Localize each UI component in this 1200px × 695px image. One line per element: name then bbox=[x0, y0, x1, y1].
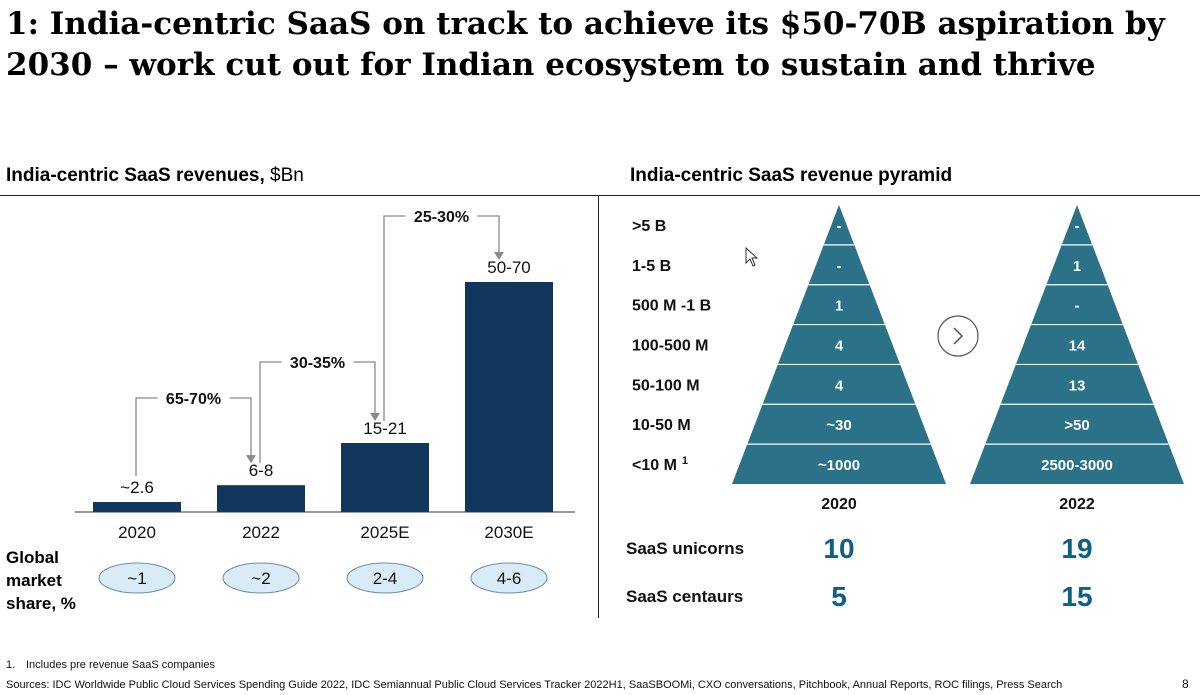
market-share-value: 2-4 bbox=[373, 569, 398, 588]
pyramid-value: - bbox=[837, 258, 842, 275]
global-market-share-label: Global market share, % bbox=[6, 548, 76, 613]
growth-rate-label: 25-30% bbox=[414, 209, 469, 226]
pyramid-value: 4 bbox=[835, 338, 844, 355]
market-share-oval bbox=[346, 562, 424, 594]
pyramid-value: >50 bbox=[1064, 417, 1089, 434]
pyramid-value: 1 bbox=[1073, 258, 1081, 275]
metric-value: 10 bbox=[823, 533, 854, 564]
x-tick-label: 2022 bbox=[242, 523, 280, 542]
growth-arrowhead bbox=[370, 413, 380, 421]
x-tick-label: 2020 bbox=[118, 523, 156, 542]
pyramid-year-label: 2022 bbox=[1059, 496, 1095, 513]
chevron-circle bbox=[937, 315, 979, 357]
growth-arrowhead bbox=[246, 455, 256, 464]
market-share-value: 4-6 bbox=[497, 569, 522, 588]
panel-divider bbox=[598, 196, 599, 618]
pyramid-value: - bbox=[837, 218, 842, 235]
bar-2030E bbox=[465, 282, 553, 512]
metric-value: 15 bbox=[1061, 581, 1092, 612]
tier-label: 10-50 M bbox=[632, 417, 691, 434]
tier-label: 500 M -1 B bbox=[632, 298, 711, 315]
sources-note: Sources: IDC Worldwide Public Cloud Serv… bbox=[6, 679, 1063, 691]
bar-value-label: 15-21 bbox=[363, 419, 406, 438]
bar-value-label: 50-70 bbox=[487, 258, 530, 277]
right-chart-heading: India-centric SaaS revenue pyramid bbox=[630, 165, 953, 186]
pyramid-value: ~1000 bbox=[818, 457, 860, 474]
pyramid-2022 bbox=[970, 205, 1184, 484]
metric-value: 19 bbox=[1061, 533, 1092, 564]
metric-label: SaaS centaurs bbox=[626, 587, 743, 606]
growth-connector bbox=[383, 215, 500, 421]
header-divider bbox=[0, 195, 1200, 196]
left-chart-heading-unit: $Bn bbox=[270, 165, 304, 186]
x-tick-label: 2025E bbox=[360, 523, 409, 542]
metric-value: 5 bbox=[831, 581, 847, 612]
footnote-number: 1. bbox=[6, 659, 16, 671]
growth-connector bbox=[259, 361, 376, 464]
pyramid-value: 13 bbox=[1069, 377, 1086, 394]
bar-2020 bbox=[93, 502, 181, 512]
tier-label: >5 B bbox=[632, 218, 666, 235]
x-tick-label: 2030E bbox=[484, 523, 533, 542]
growth-rate-label: 65-70% bbox=[166, 391, 221, 408]
market-share-oval bbox=[222, 562, 300, 594]
chevron-stroke bbox=[953, 327, 964, 345]
pyramid-value: - bbox=[1075, 218, 1080, 235]
bar-2025E bbox=[341, 443, 429, 512]
tier-label: 50-100 M bbox=[632, 377, 700, 394]
metric-label: SaaS unicorns bbox=[626, 539, 744, 558]
market-share-oval bbox=[470, 562, 548, 594]
market-share-value: ~1 bbox=[127, 569, 146, 588]
pyramid-2020 bbox=[732, 205, 946, 484]
pyramid-value: 4 bbox=[835, 377, 844, 394]
pyramid-value: - bbox=[1075, 298, 1080, 315]
pyramid-value: 1 bbox=[835, 298, 843, 315]
pyramid-value: 14 bbox=[1069, 338, 1086, 355]
revenue-bar-chart: ~2.6 2020 ~1 6-8 2022 ~2 15-21 2025E 2-4 50-70 203… bbox=[75, 209, 575, 594]
chevron-right-icon bbox=[937, 315, 979, 357]
mouse-pointer-icon bbox=[745, 246, 759, 267]
footnote: 1. Includes pre revenue SaaS companies bbox=[6, 659, 215, 671]
page-number: 8 bbox=[1182, 677, 1189, 691]
growth-arrowhead bbox=[494, 252, 504, 260]
left-chart-heading-text: India-centric SaaS revenues, bbox=[6, 165, 265, 186]
pyramid-value: 2500-3000 bbox=[1041, 457, 1113, 474]
tier-label: 1-5 B bbox=[632, 258, 671, 275]
page-title: 1: India-centric SaaS on track to achiev… bbox=[6, 6, 1165, 83]
bar-value-label: ~2.6 bbox=[120, 478, 154, 497]
growth-connector bbox=[135, 397, 252, 477]
market-share-value: ~2 bbox=[251, 569, 270, 588]
market-share-oval bbox=[98, 562, 176, 594]
pyramid-value: ~30 bbox=[826, 417, 851, 434]
bar-value-label: 6-8 bbox=[249, 461, 274, 480]
pyramid-year-label: 2020 bbox=[821, 496, 857, 513]
bar-2022 bbox=[217, 485, 305, 512]
footnote-text: Includes pre revenue SaaS companies bbox=[26, 659, 215, 671]
growth-rate-label: 30-35% bbox=[290, 355, 345, 372]
left-chart-heading: India-centric SaaS revenues, $Bn bbox=[6, 165, 304, 187]
tier-label: 100-500 M bbox=[632, 338, 709, 355]
